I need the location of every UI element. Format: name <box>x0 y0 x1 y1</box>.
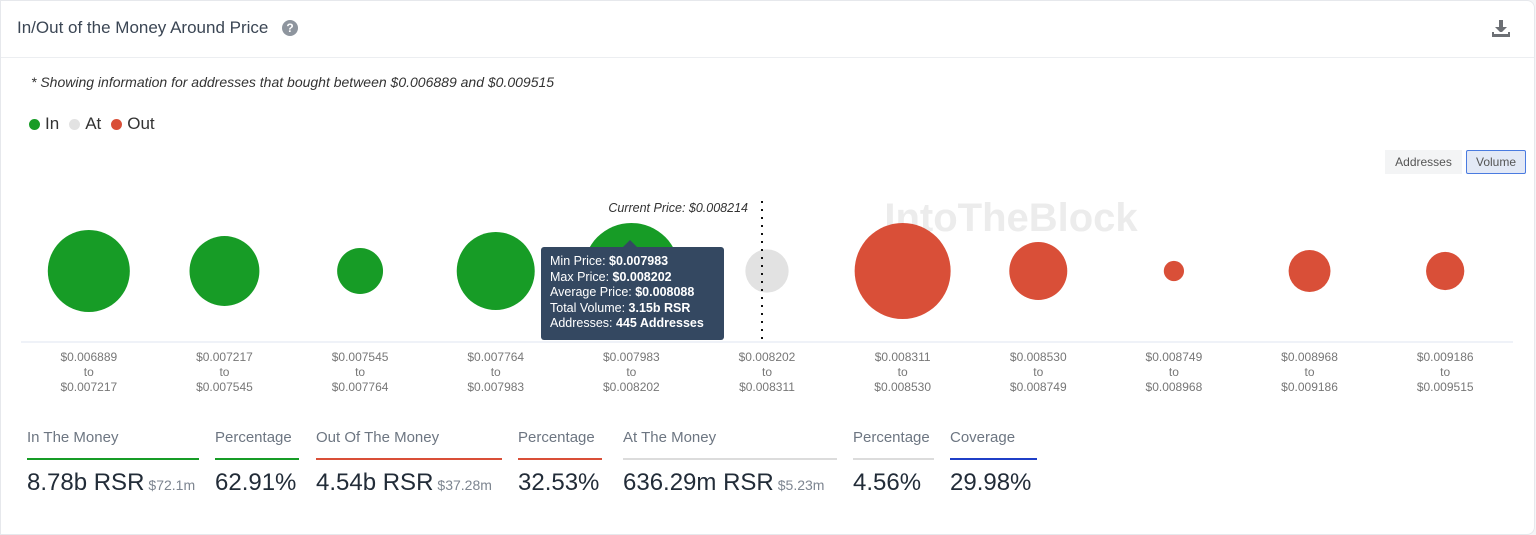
tooltip-arrow <box>623 240 637 247</box>
stat-underline <box>518 458 602 460</box>
bubble-at[interactable] <box>745 249 789 293</box>
stat-underline <box>950 458 1037 460</box>
download-icon[interactable] <box>1491 19 1511 39</box>
addresses-toggle-button[interactable]: Addresses <box>1385 150 1462 174</box>
tick-label-from: $0.007764 <box>467 350 524 364</box>
stat-label: Percentage <box>518 429 595 446</box>
legend-out-dot <box>111 118 123 130</box>
tick-label-from: $0.008202 <box>739 350 796 364</box>
legend-at[interactable]: At <box>69 114 101 134</box>
stat-label: Percentage <box>215 429 292 446</box>
tick-label-from: $0.007217 <box>196 350 253 364</box>
stat-underline <box>853 458 934 460</box>
tick-label-from: $0.007983 <box>603 350 660 364</box>
tooltip-max-price: Max Price: $0.008202 <box>550 269 672 284</box>
stat-value: 636.29m RSR $5.23m <box>623 469 825 496</box>
tick-label-to-word: to <box>84 365 94 379</box>
tick-label-to-word: to <box>898 365 908 379</box>
stat-underline <box>215 458 299 460</box>
stat-in-the-money: In The Money 8.78b RSR $72.1m <box>27 429 199 497</box>
tick-label-to: $0.008202 <box>603 380 660 394</box>
legend-out-label: Out <box>127 114 155 133</box>
bubble-in[interactable] <box>47 229 130 313</box>
tick-label-to-word: to <box>1169 365 1179 379</box>
stat-underline <box>623 458 837 460</box>
stat-label: In The Money <box>27 429 119 446</box>
bubble-out[interactable] <box>1163 260 1185 282</box>
bubble-out[interactable] <box>1288 250 1331 292</box>
stat-at-the-money: At The Money 636.29m RSR $5.23m <box>623 429 837 497</box>
stat-value: 4.56% <box>853 469 922 496</box>
tick-label-to-word: to <box>762 365 772 379</box>
stat-value: 4.54b RSR $37.28m <box>316 469 492 496</box>
bubble-tooltip: Min Price: $0.007983 Max Price: $0.00820… <box>541 240 724 340</box>
tick-label-from: $0.009186 <box>1417 350 1474 364</box>
bubble-chart: IntoTheBlock Current Price: $0.008214 $0… <box>21 196 1513 394</box>
bubble-out[interactable] <box>1009 241 1068 301</box>
stat-label: Out Of The Money <box>316 429 440 446</box>
tick-label-to-word: to <box>1033 365 1043 379</box>
chart-legend: In At Out <box>29 114 165 134</box>
stat-underline <box>316 458 502 460</box>
stat-out-of-the-money: Out Of The Money 4.54b RSR $37.28m <box>316 429 502 497</box>
tick-label-from: $0.006889 <box>60 350 117 364</box>
legend-in-label: In <box>45 114 60 133</box>
tick-label-to-word: to <box>491 365 501 379</box>
stat-underline <box>27 458 199 460</box>
current-price-label: Current Price: $0.008214 <box>608 201 748 215</box>
tick-label-to-word: to <box>1440 365 1450 379</box>
tick-label-to: $0.009515 <box>1417 380 1474 394</box>
stat-value: 32.53% <box>518 469 600 496</box>
stat-value: 62.91% <box>215 469 297 496</box>
tick-label-to-word: to <box>219 365 229 379</box>
legend-at-label: At <box>85 114 102 133</box>
tick-label-to-word: to <box>355 365 365 379</box>
tooltip-average-price: Average Price: $0.008088 <box>550 285 695 299</box>
tooltip-total-volume: Total Volume: 3.15b RSR <box>550 300 691 315</box>
bubble-in[interactable] <box>337 248 384 294</box>
legend-out[interactable]: Out <box>111 114 155 134</box>
tick-label-to: $0.007545 <box>196 380 253 394</box>
tick-label-to: $0.008968 <box>1146 380 1203 394</box>
legend-in-dot <box>29 118 40 130</box>
question-circle-icon[interactable]: ? <box>282 20 298 36</box>
tick-label-from: $0.008311 <box>875 350 931 364</box>
card-title: In/Out of the Money Around Price <box>17 18 269 37</box>
legend-in[interactable]: In <box>29 114 59 134</box>
tick-label-to: $0.007983 <box>467 380 524 394</box>
tick-label-to-word: to <box>1305 365 1315 379</box>
stat-label: Percentage <box>853 429 930 446</box>
stat-label: At The Money <box>623 429 717 446</box>
bubble-in[interactable] <box>456 231 535 311</box>
tick-label-to: $0.009186 <box>1281 380 1338 394</box>
tick-label-to: $0.008530 <box>874 380 931 394</box>
card-header: In/Out of the Money Around Price ? <box>1 1 1534 58</box>
stat-label: Coverage <box>950 429 1016 446</box>
bubble-in[interactable] <box>189 236 260 306</box>
tick-label-from: $0.007545 <box>332 350 389 364</box>
legend-at-dot <box>69 118 81 130</box>
tick-label-to: $0.007764 <box>332 380 389 394</box>
tick-label-from: $0.008968 <box>1281 350 1338 364</box>
stat-value: 8.78b RSR $72.1m <box>27 469 196 496</box>
range-note: * Showing information for addresses that… <box>31 74 555 90</box>
tick-label-from: $0.008749 <box>1146 350 1203 364</box>
stat-coverage: Coverage 29.98% <box>950 429 1037 497</box>
bubble-out[interactable] <box>854 223 951 319</box>
volume-toggle-button[interactable]: Volume <box>1466 150 1526 174</box>
bubble-out[interactable] <box>1426 251 1465 291</box>
stat-at-percentage: Percentage 4.56% <box>853 429 934 497</box>
tick-label-to-word: to <box>626 365 636 379</box>
tick-label-to: $0.007217 <box>60 380 117 394</box>
stat-in-percentage: Percentage 62.91% <box>215 429 299 497</box>
stat-value: 29.98% <box>950 469 1032 496</box>
tooltip-min-price: Min Price: $0.007983 <box>550 254 669 268</box>
tooltip-addresses: Addresses: 445 Addresses <box>550 316 704 330</box>
tick-label-to: $0.008311 <box>739 380 795 394</box>
stat-out-percentage: Percentage 32.53% <box>518 429 602 497</box>
tick-label-to: $0.008749 <box>1010 380 1067 394</box>
tick-label-from: $0.008530 <box>1010 350 1067 364</box>
